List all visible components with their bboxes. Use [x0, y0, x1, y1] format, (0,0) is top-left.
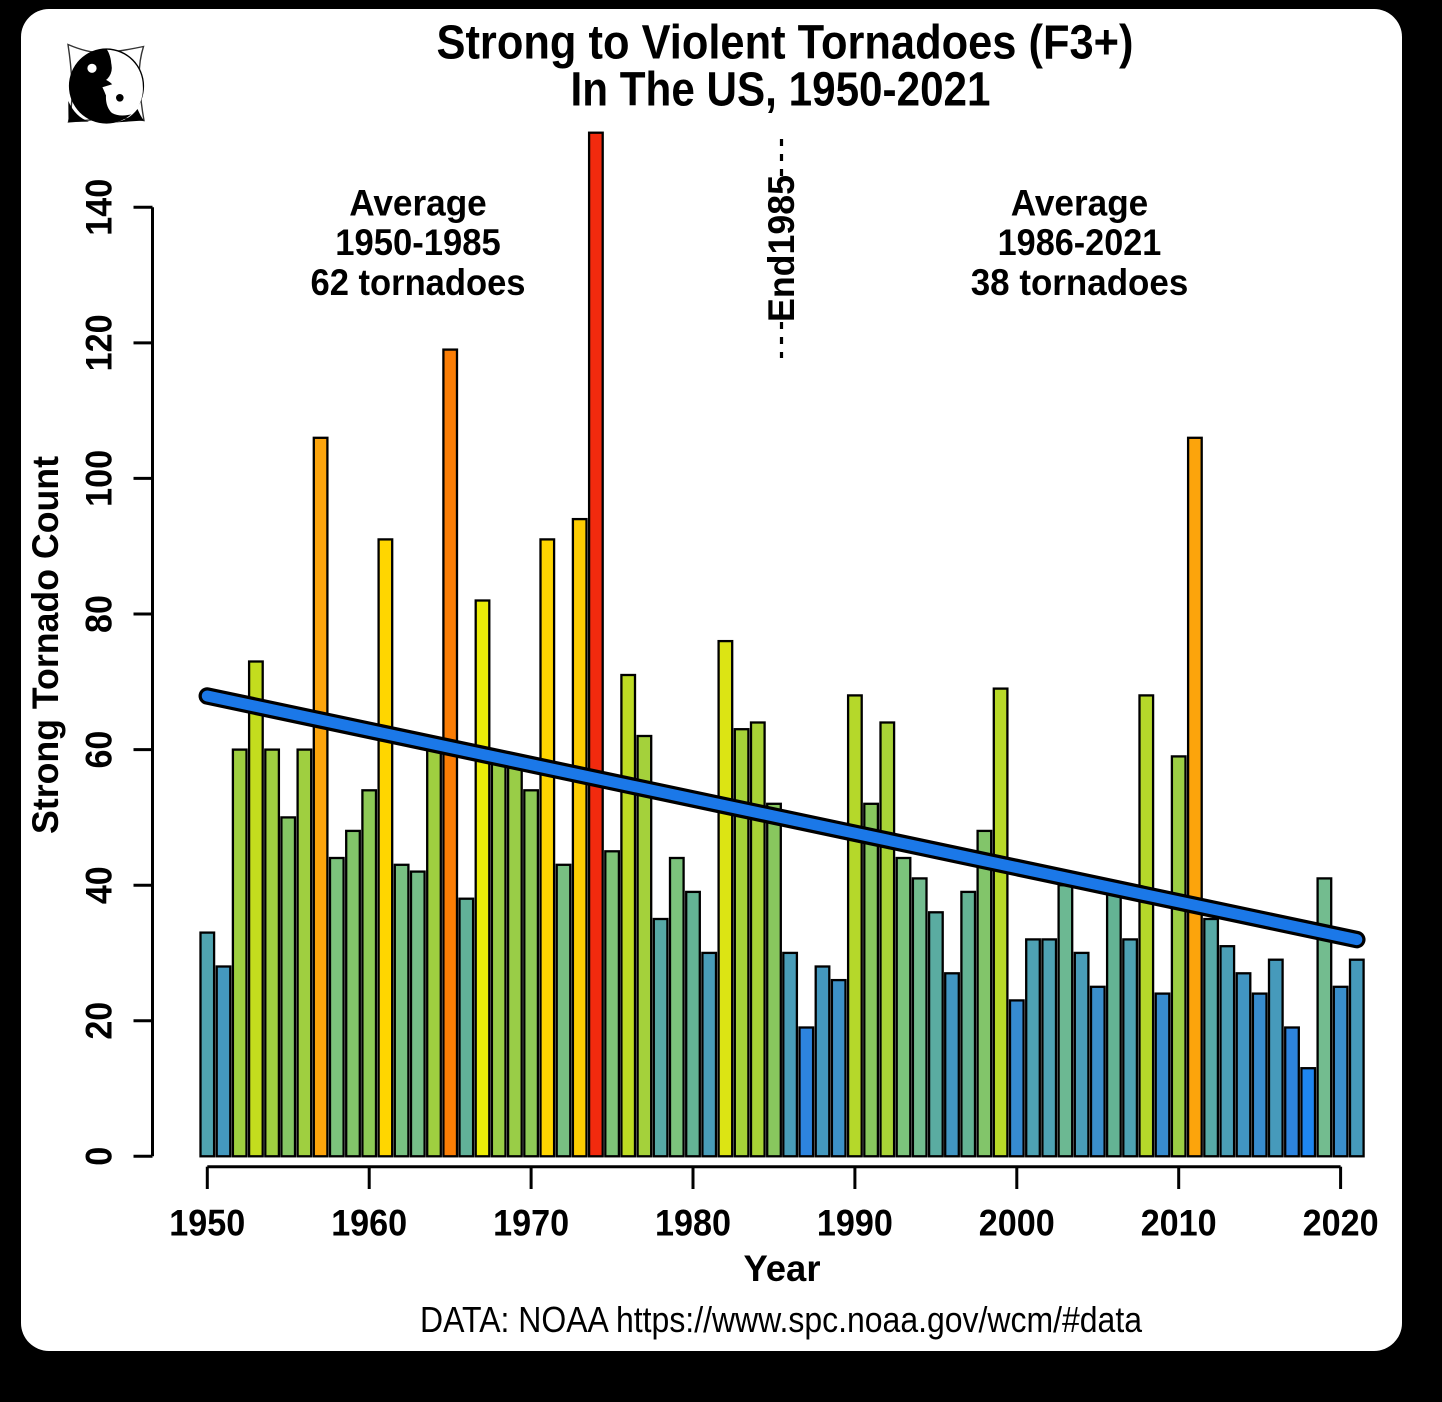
svg-text:1986-2021: 1986-2021	[998, 221, 1162, 263]
svg-text:DATA: NOAA https://www.spc.noa: DATA: NOAA https://www.spc.noaa.gov/wcm/…	[420, 1299, 1143, 1340]
svg-text:100: 100	[78, 450, 120, 507]
svg-text:2020: 2020	[1303, 1202, 1379, 1244]
svg-text:Strong Tornado Count: Strong Tornado Count	[24, 456, 66, 834]
svg-text:62 tornadoes: 62 tornadoes	[311, 261, 526, 303]
svg-text:Average: Average	[1011, 182, 1149, 224]
svg-text:1950-1985: 1950-1985	[335, 221, 501, 263]
svg-text:2010: 2010	[1141, 1202, 1217, 1244]
svg-text:60: 60	[78, 731, 120, 769]
svg-text:140: 140	[78, 179, 120, 236]
svg-text:1990: 1990	[817, 1202, 893, 1244]
svg-text:Average: Average	[349, 182, 487, 224]
svg-text:80: 80	[78, 595, 120, 633]
svg-text:In The US, 1950-2021: In The US, 1950-2021	[571, 64, 991, 117]
svg-text:1960: 1960	[331, 1202, 407, 1244]
svg-text:1950: 1950	[169, 1202, 245, 1244]
svg-text:2000: 2000	[979, 1202, 1055, 1244]
svg-text:40: 40	[78, 866, 120, 904]
svg-text:End1985: End1985	[761, 175, 802, 322]
svg-text:120: 120	[78, 314, 120, 371]
svg-text:Year: Year	[744, 1247, 821, 1289]
svg-text:0: 0	[78, 1147, 120, 1166]
svg-text:1970: 1970	[493, 1202, 569, 1244]
svg-text:Strong to Violent Tornadoes (F: Strong to Violent Tornadoes (F3+)	[437, 16, 1134, 69]
svg-text:20: 20	[77, 1002, 119, 1040]
svg-text:38 tornadoes: 38 tornadoes	[971, 261, 1189, 303]
svg-text:1980: 1980	[655, 1202, 731, 1244]
